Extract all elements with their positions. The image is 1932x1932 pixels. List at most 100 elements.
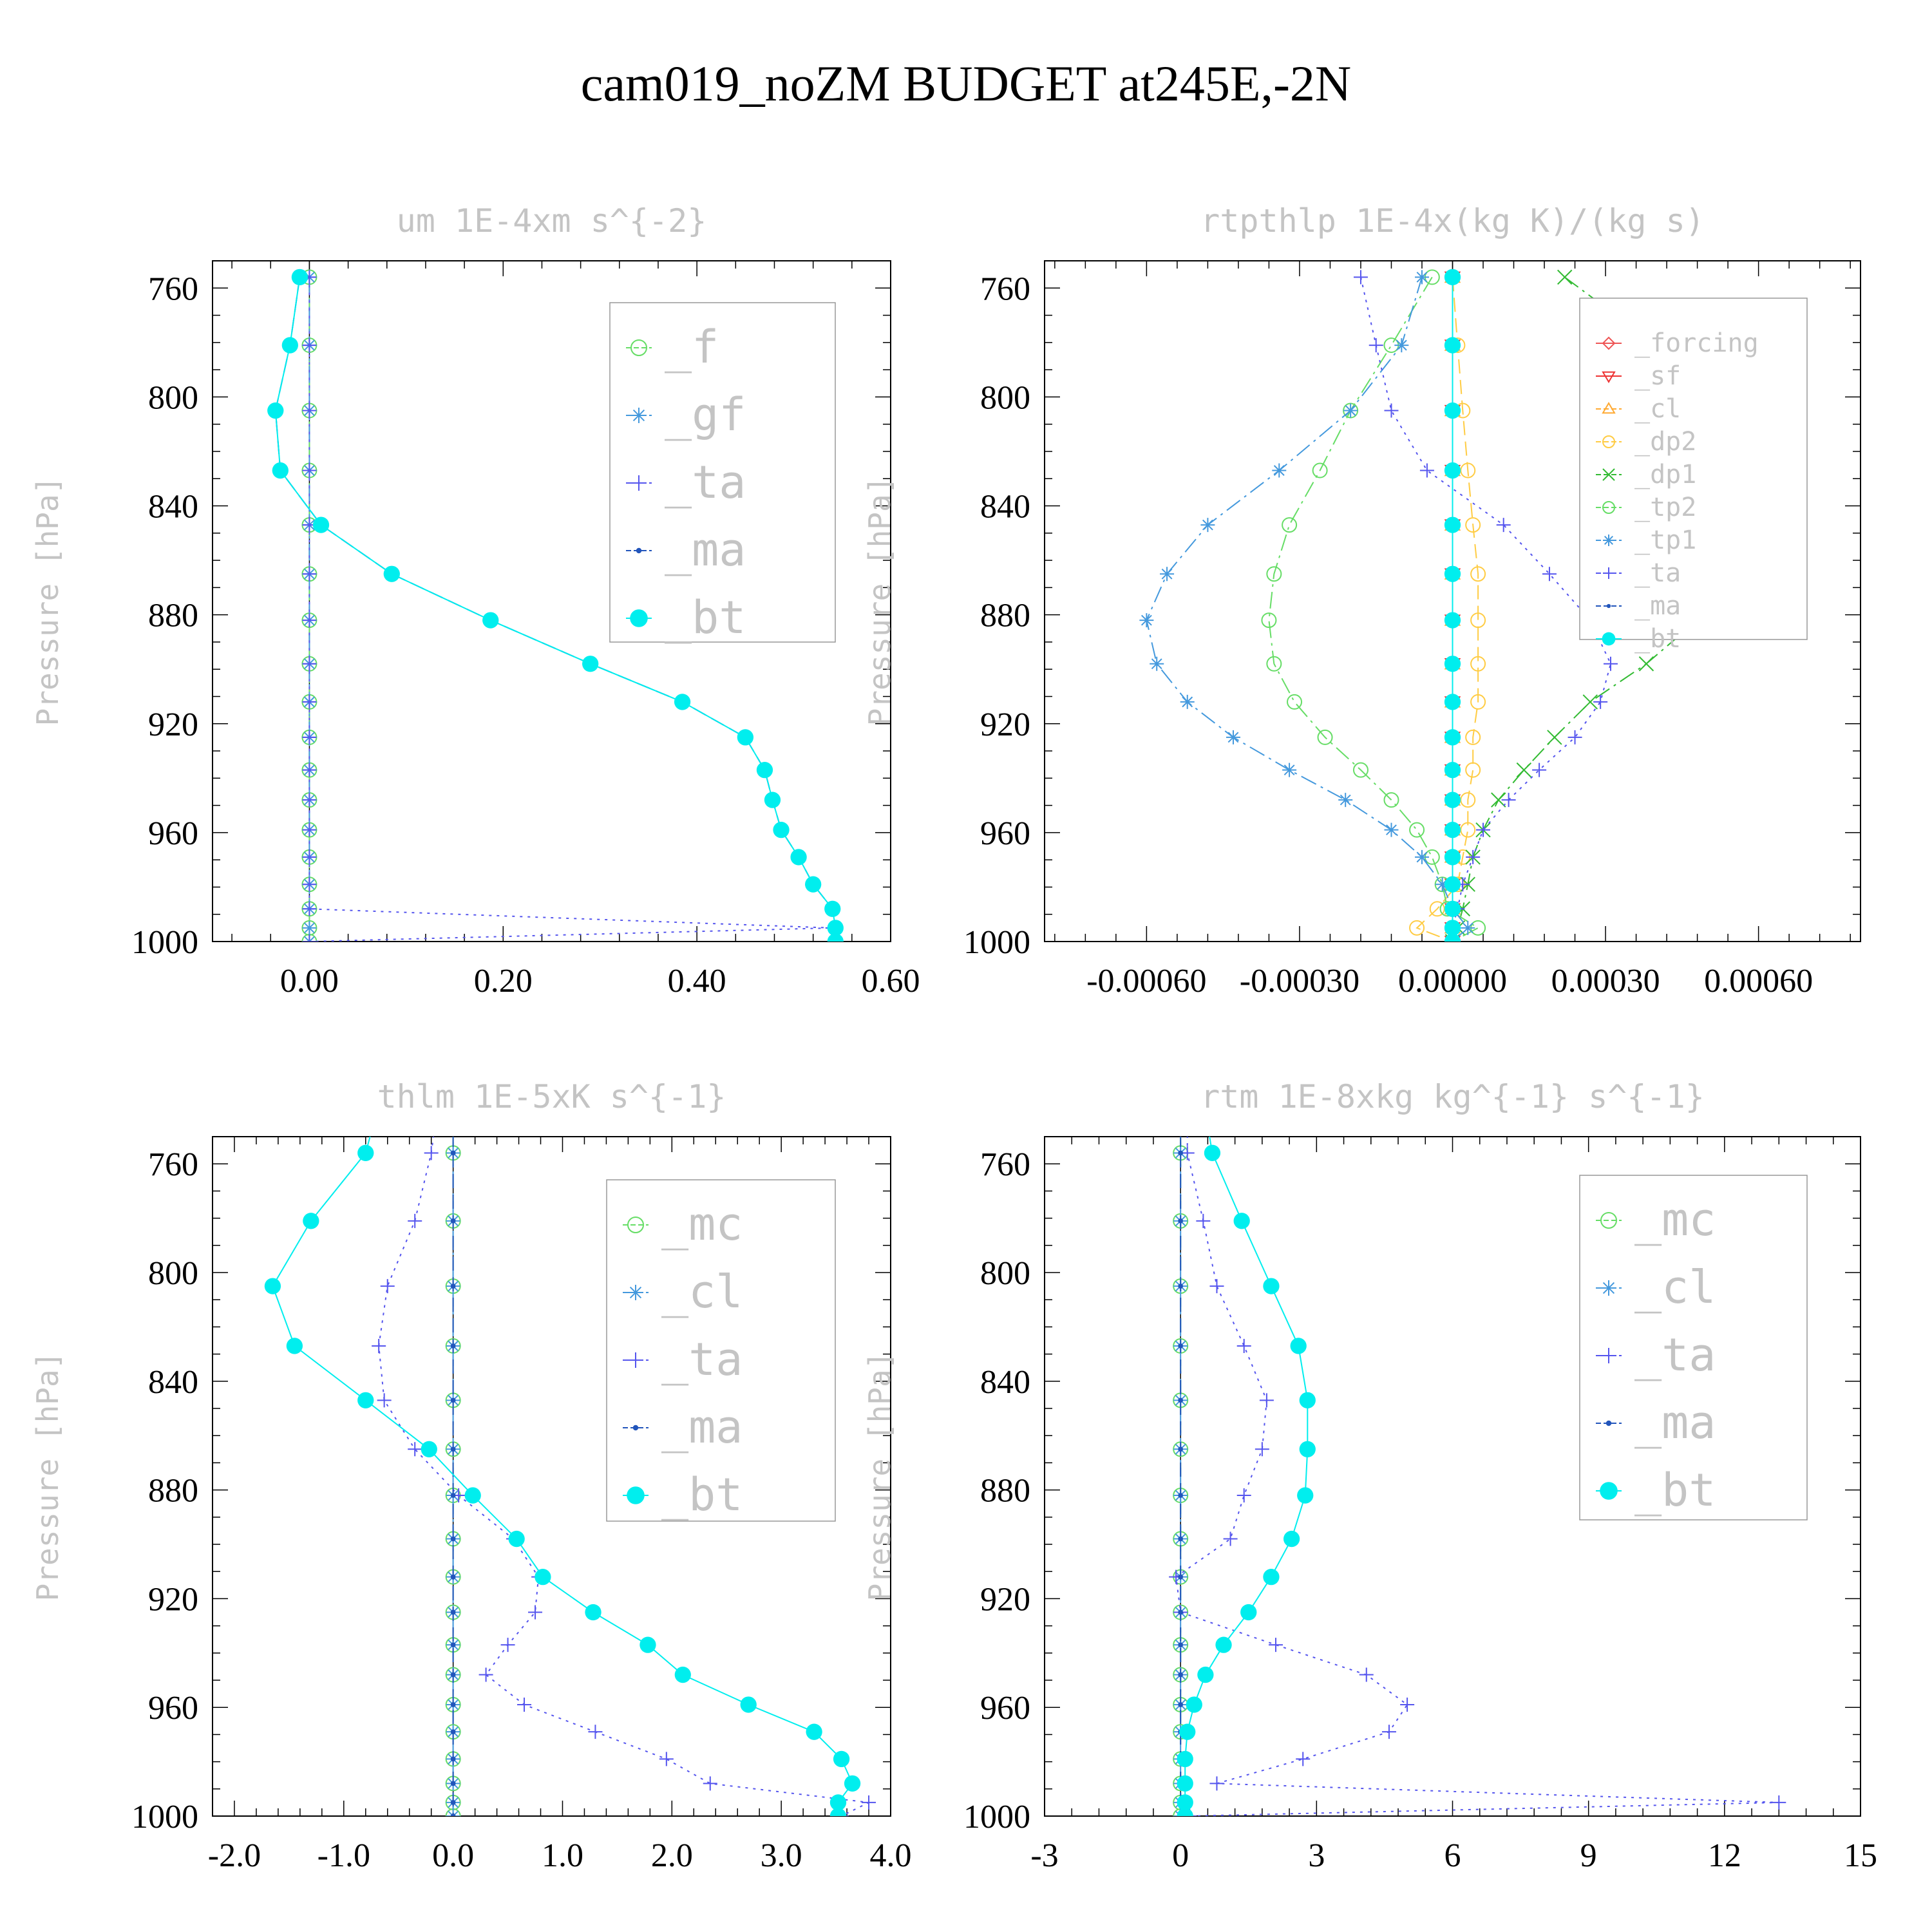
y-tick-label: 800 <box>980 1255 1030 1292</box>
data-point-ta <box>302 656 317 671</box>
data-point-ma <box>1178 1702 1184 1707</box>
data-point-tp2 <box>1282 517 1298 533</box>
data-point-bt <box>383 565 400 582</box>
data-point-bt <box>1444 462 1461 479</box>
y-tick-label: 840 <box>148 1364 198 1401</box>
data-point-ta <box>302 877 317 892</box>
legend-label: _cl <box>661 1265 743 1318</box>
data-point-ta <box>1496 518 1511 533</box>
data-point-bt <box>1263 1278 1280 1294</box>
data-point-bt <box>585 1604 601 1621</box>
data-point-bt <box>756 761 773 779</box>
data-point-bt <box>1444 900 1461 917</box>
legend-marker-ma <box>1605 1420 1612 1426</box>
data-point-bt <box>737 729 754 746</box>
data-point-dp1 <box>1491 792 1506 808</box>
data-point-ta <box>408 1442 422 1457</box>
data-point-ma <box>450 1218 456 1224</box>
legend-marker-cl <box>1602 402 1616 414</box>
data-point-ta <box>1476 822 1491 837</box>
data-point-ta <box>302 694 317 709</box>
data-point-ta <box>302 793 317 808</box>
data-point-dp2 <box>1460 462 1476 478</box>
data-point-bt <box>674 694 691 710</box>
legend-marker-sf <box>1602 371 1616 383</box>
data-point-tp2 <box>1261 612 1277 629</box>
data-point-ma <box>450 1814 456 1816</box>
data-point-ta <box>500 1638 515 1653</box>
data-point-tp1 <box>1414 849 1429 864</box>
legend-marker-ta <box>628 1352 643 1368</box>
legend-marker-f <box>630 339 647 356</box>
x-tick-label: 0.00060 <box>1704 963 1813 999</box>
y-tick-label: 880 <box>148 598 198 634</box>
data-point-ma <box>1178 1446 1184 1452</box>
chart-panel-4: 760 800 840 880 920 960 1000-3 0 3 6 9 12 15 rtm 1E-8… <box>862 1078 1877 1874</box>
legend-marker-tp1 <box>1603 535 1615 546</box>
chart-panel-2: 760 800 840 880 920 960 1000 -0.00060 -0.00030 0.… <box>862 202 1861 999</box>
y-tick-label: 880 <box>980 1473 1030 1510</box>
data-point-bt <box>1444 729 1461 746</box>
data-point-ma <box>450 1283 456 1289</box>
data-point-bt <box>264 1278 281 1294</box>
data-point-ma <box>450 1397 456 1403</box>
data-point-ta <box>1384 403 1399 418</box>
data-point-ta <box>1223 1531 1238 1546</box>
data-point-ma <box>1178 1536 1184 1542</box>
x-tick-label: 3 <box>1308 1837 1325 1874</box>
data-point-ta <box>528 1605 543 1620</box>
data-point-ma <box>1178 1150 1184 1156</box>
data-point-dp2 <box>1409 920 1425 936</box>
data-point-bt <box>1186 1696 1202 1713</box>
data-point-dp1 <box>1516 762 1532 778</box>
data-point-tp2 <box>1352 762 1368 778</box>
data-point-ma <box>450 1672 456 1678</box>
legend-marker-cl <box>628 1285 643 1300</box>
data-point-bt <box>805 876 822 893</box>
x-tick-label: 4.0 <box>870 1837 912 1874</box>
data-point-ta <box>302 730 317 744</box>
data-area <box>1139 269 1777 942</box>
legend-label: _dp1 <box>1634 460 1696 489</box>
x-tick-label: 2.0 <box>651 1837 693 1874</box>
data-point-ta <box>1255 1442 1269 1457</box>
data-point-bt <box>1444 761 1461 779</box>
plot-frame <box>212 260 891 942</box>
data-point-tp2 <box>1409 822 1425 838</box>
y-tick-label: 1000 <box>963 924 1030 961</box>
y-tick-label: 920 <box>148 706 198 743</box>
data-point-bt <box>1444 337 1461 354</box>
legend-label: _ma <box>665 524 746 576</box>
data-point-ma <box>1178 1493 1184 1498</box>
data-point-bt <box>1177 1750 1193 1768</box>
legend-label: _mc <box>1634 1193 1716 1246</box>
data-point-ma <box>1178 1397 1184 1403</box>
legend-label: _ta <box>1634 1329 1716 1381</box>
data-point-bt <box>357 1144 374 1161</box>
data-point-dp1 <box>1638 656 1654 672</box>
data-point-tp1 <box>1282 762 1297 777</box>
y-tick-label: 960 <box>980 815 1030 852</box>
data-point-bt <box>1177 1775 1193 1792</box>
data-point-bt <box>740 1696 757 1713</box>
x-tick-label: 9 <box>1580 1837 1597 1874</box>
y-tick-label: 880 <box>148 1473 198 1510</box>
legend: _mc _cl _ta _ma _bt <box>606 1179 836 1522</box>
y-tick-label: 800 <box>148 1255 198 1292</box>
data-point-dp2 <box>1460 792 1476 808</box>
legend-marker-mc <box>627 1217 644 1233</box>
data-point-ma <box>450 1702 456 1707</box>
y-axis-label: Pressure [hPa] <box>30 477 65 726</box>
legend-marker-bt <box>1600 1482 1618 1500</box>
data-point-ma <box>450 1642 456 1647</box>
legend-label: _forcing <box>1634 328 1759 358</box>
data-point-dp2 <box>1460 822 1476 838</box>
data-point-ta <box>1236 1338 1251 1353</box>
data-point-dp2 <box>1429 901 1445 917</box>
data-point-ta <box>408 1213 422 1228</box>
data-point-ta <box>1259 1393 1274 1408</box>
y-axis-label: Pressure [hPa] <box>30 1352 65 1602</box>
y-tick-label: 1000 <box>963 1799 1030 1835</box>
data-point-tp2 <box>1287 694 1303 710</box>
data-point-ta <box>302 849 317 864</box>
